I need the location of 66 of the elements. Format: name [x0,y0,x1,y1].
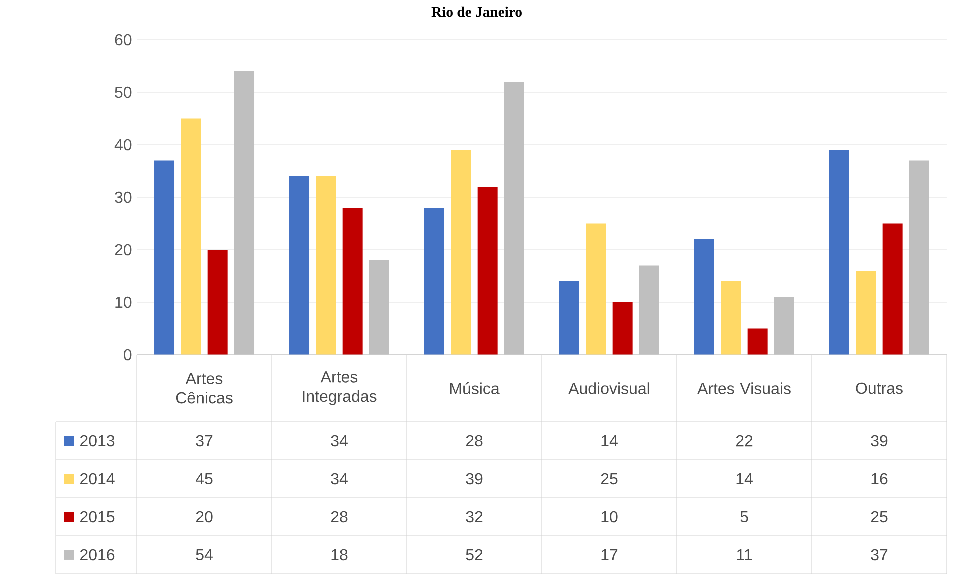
bar [909,160,930,355]
data-label: 14 [602,435,618,446]
bar [154,160,175,355]
legend-label: 2015 [80,511,115,523]
data-label: 39 [466,473,483,485]
data-label: 16 [872,473,888,485]
data-label: 34 [331,473,348,485]
bar [451,150,472,355]
data-label: 28 [331,511,348,523]
data-label: 5 [740,511,748,523]
bar [586,224,606,355]
data-label: 37 [196,435,213,447]
bar [882,224,903,355]
bar [612,302,633,355]
y-tick-label: 60 [115,34,132,46]
chart-title: Rio de Janeiro [432,6,522,18]
data-label: 11 [737,549,752,560]
data-label: 52 [466,549,483,561]
bar [234,72,255,355]
bar [639,266,660,355]
data-label: 25 [601,473,618,485]
y-tick-label: 0 [124,349,132,361]
data-label: 20 [196,511,213,523]
bar [748,328,768,355]
data-label: 45 [196,473,213,485]
data-label: 18 [332,549,348,561]
y-tick-label: 40 [114,139,132,151]
x-tick-label: Artes Integradas [303,372,377,406]
data-label: 32 [466,511,483,523]
bar [504,82,525,355]
bar [181,118,202,355]
x-tick-label: Artes Visuais [698,382,791,394]
x-tick-label: Música [450,382,500,394]
y-tick-label: 20 [115,244,132,256]
bar [424,208,445,355]
data-label: 39 [871,435,888,447]
bar [290,176,310,355]
bar [694,239,714,355]
data-label: 37 [871,549,888,561]
y-tick-label: 30 [115,192,132,204]
legend-label: 2013 [80,435,115,447]
data-label: 54 [196,549,213,561]
data-label: 28 [466,435,483,447]
data-label: 10 [602,511,618,523]
bar [721,281,742,355]
data-label: 17 [602,549,618,560]
bar [342,208,363,355]
bar [316,176,336,355]
bar [829,150,850,355]
legend-label: 2014 [80,473,115,485]
y-tick-label: 50 [115,86,132,98]
x-tick-label: Audiovisual [568,382,650,394]
bar [208,250,228,355]
x-tick-label: Artes Cênicas [176,373,233,404]
data-label: 22 [736,435,753,447]
bar [856,270,876,355]
bar [774,297,794,355]
bar [560,281,580,355]
legend-label: 2016 [80,549,115,561]
bar [370,260,390,355]
y-tick-label: 10 [116,296,132,308]
data-label: 25 [871,511,888,523]
data-label: 14 [736,473,753,484]
data-label: 34 [331,435,348,447]
bar [478,186,498,355]
x-tick-label: Outras [856,382,903,394]
